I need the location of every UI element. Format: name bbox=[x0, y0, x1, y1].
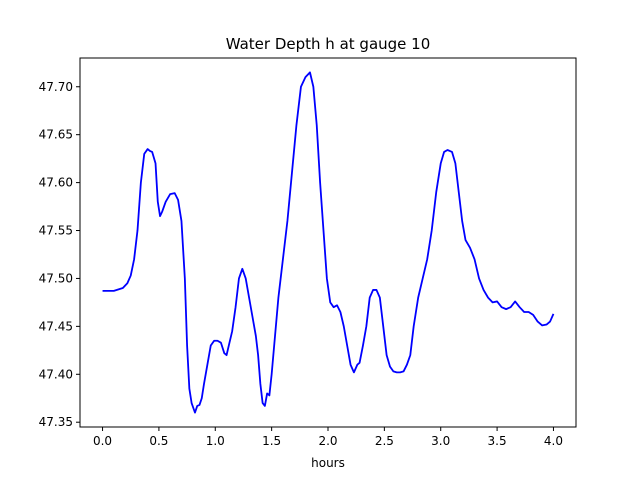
y-tick-label: 47.70 bbox=[39, 80, 73, 94]
x-tick-label: 0.0 bbox=[93, 434, 112, 448]
x-tick-label: 4.0 bbox=[544, 434, 563, 448]
y-tick-label: 47.45 bbox=[39, 319, 73, 333]
y-tick-label: 47.50 bbox=[39, 271, 73, 285]
x-tick-label: 1.0 bbox=[206, 434, 225, 448]
x-tick-label: 3.0 bbox=[431, 434, 450, 448]
series-line-1 bbox=[102, 71, 555, 414]
y-tick-label: 47.65 bbox=[39, 128, 73, 142]
x-tick-label: 1.5 bbox=[262, 434, 281, 448]
x-tick-label: 2.5 bbox=[375, 434, 394, 448]
x-axis-label: hours bbox=[311, 456, 345, 470]
y-tick-label: 47.60 bbox=[39, 176, 73, 190]
y-tick-label: 47.35 bbox=[39, 415, 73, 429]
x-tick-label: 2.0 bbox=[318, 434, 337, 448]
y-tick-label: 47.55 bbox=[39, 224, 73, 238]
axis-ticks: 0.0 0.5 1.0 1.5 2.0 2.5 3.0 3.5 4.0 47.35 47.40 47.… bbox=[39, 80, 563, 448]
x-tick-label: 3.5 bbox=[488, 434, 507, 448]
chart-title: Water Depth h at gauge 10 bbox=[226, 35, 431, 53]
x-tick-label: 0.5 bbox=[149, 434, 168, 448]
y-tick-label: 47.40 bbox=[39, 367, 73, 381]
